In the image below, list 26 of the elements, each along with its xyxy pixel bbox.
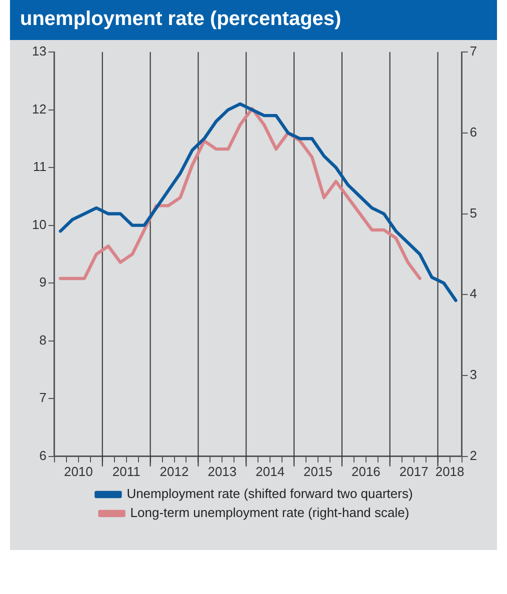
x-tick-label: 2017	[399, 464, 428, 479]
y2-tick-label: 2	[470, 448, 478, 463]
y-tick-label: 7	[39, 390, 46, 406]
x-tick-label: 2016	[351, 464, 380, 479]
y-tick-label: 11	[32, 159, 46, 174]
x-tick-label: 2015	[304, 464, 332, 479]
legend-label: Unemployment rate (shifted forward two quarters)	[126, 486, 413, 502]
y2-tick-label: 3	[470, 367, 478, 382]
y2-tick-label: 7	[470, 44, 478, 59]
y-tick-label: 6	[39, 448, 46, 463]
y-tick-label: 9	[39, 274, 46, 290]
x-tick-label: 2010	[64, 464, 93, 479]
x-tick-label: 2013	[208, 464, 237, 479]
legend-label: Long-term unemployment rate (right-hand scale)	[130, 505, 410, 520]
x-tick-label: 2014	[256, 464, 285, 479]
y-tick-label: 8	[39, 332, 46, 348]
y2-tick-label: 6	[470, 124, 478, 140]
y2-tick-label: 5	[470, 205, 478, 220]
chart-title: unemployment rate (percentages)	[10, 0, 497, 40]
y-tick-label: 12	[32, 101, 46, 116]
x-tick-label: 2011	[112, 464, 140, 479]
y-tick-label: 13	[32, 44, 46, 59]
x-tick-label: 2018	[435, 464, 464, 479]
y2-tick-label: 4	[470, 286, 478, 302]
x-tick-label: 2012	[160, 464, 189, 479]
y-tick-label: 10	[32, 216, 46, 232]
